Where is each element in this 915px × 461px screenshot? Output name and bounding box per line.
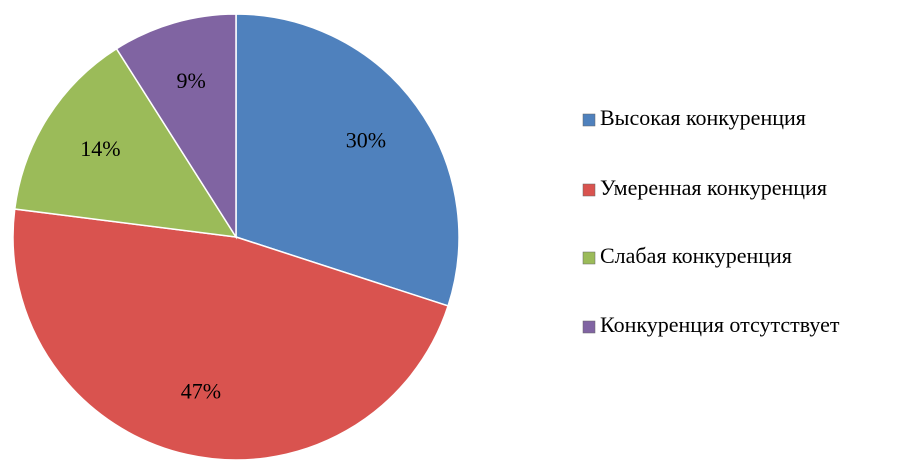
legend-label: Слабая конкуренция [600,243,792,268]
legend-label: Конкуренция отсутствует [600,312,840,337]
legend-label: Умеренная конкуренция [600,175,827,200]
legend-swatch [582,183,596,197]
slice-label: 47% [181,379,221,404]
pie-slice [235,13,460,307]
legend-swatch [582,113,596,127]
slice-label: 30% [346,128,386,153]
slice-label: 14% [80,136,120,161]
legend-swatch [582,251,596,265]
legend-swatch [582,320,596,334]
pie-slice [12,208,450,461]
legend-label: Высокая конкуренция [600,105,806,130]
slice-label: 9% [177,68,206,93]
pie-slice [115,13,237,240]
pie-slice [13,47,238,238]
